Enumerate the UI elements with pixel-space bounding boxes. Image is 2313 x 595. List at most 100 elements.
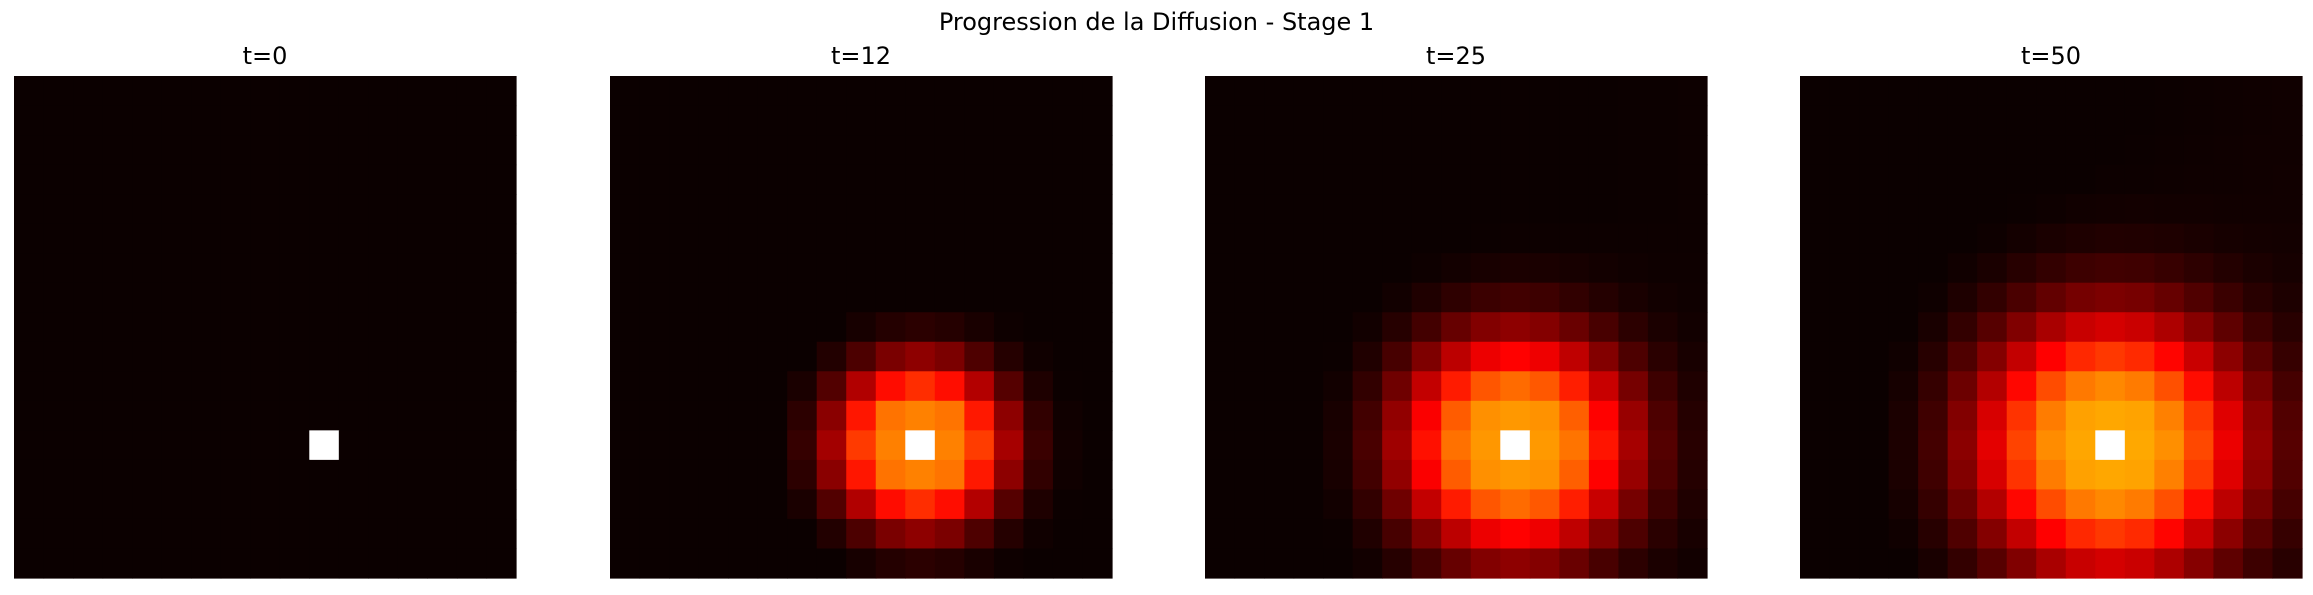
heatmap-cell bbox=[368, 459, 399, 491]
heatmap-cell bbox=[220, 135, 251, 166]
heatmap-cell bbox=[309, 76, 340, 107]
heatmap-cell bbox=[1588, 253, 1620, 284]
heatmap-cell bbox=[220, 400, 251, 431]
heatmap-cell bbox=[2183, 548, 2215, 579]
heatmap-cell bbox=[1082, 282, 1113, 313]
heatmap-cell bbox=[669, 430, 700, 461]
heatmap-cell bbox=[427, 341, 458, 372]
heatmap-cell bbox=[279, 371, 310, 402]
heatmap-cell bbox=[279, 459, 310, 491]
heatmap-cell bbox=[220, 253, 251, 284]
heatmap-cell bbox=[993, 459, 1025, 491]
heatmap-cell bbox=[397, 489, 429, 520]
heatmap-cell bbox=[43, 76, 74, 107]
heatmap-cell bbox=[2213, 105, 2244, 136]
heatmap-cell bbox=[2036, 430, 2067, 461]
heatmap-cell bbox=[1559, 518, 1590, 550]
heatmap-cell bbox=[1264, 223, 1295, 254]
heatmap-cell bbox=[1293, 282, 1324, 313]
heatmap-cell bbox=[993, 282, 1025, 313]
heatmap-cell bbox=[1829, 223, 1860, 254]
heatmap-cell bbox=[1052, 135, 1084, 166]
heatmap-cell bbox=[1205, 371, 1236, 402]
heatmap-cell bbox=[1829, 518, 1860, 550]
heatmap-cell bbox=[2272, 371, 2303, 402]
heatmap-cell bbox=[2124, 459, 2155, 491]
heatmap-cell bbox=[1264, 341, 1295, 372]
heatmap-cell bbox=[456, 194, 488, 225]
heatmap-cell bbox=[1918, 371, 1949, 402]
heatmap-cell bbox=[427, 194, 458, 225]
heatmap-cell bbox=[993, 430, 1025, 461]
heatmap-cell bbox=[102, 371, 133, 402]
heatmap-cell bbox=[816, 548, 847, 579]
heatmap-cell bbox=[397, 194, 429, 225]
heatmap-cell bbox=[397, 312, 429, 343]
heatmap-cell bbox=[191, 371, 222, 402]
heatmap-cell bbox=[1947, 459, 1978, 491]
heatmap-cell bbox=[2272, 164, 2303, 195]
heatmap-cell bbox=[1500, 135, 1531, 166]
heatmap-cell bbox=[368, 430, 399, 461]
heatmap-cell bbox=[1293, 371, 1324, 402]
heatmap-cell bbox=[1529, 76, 1560, 107]
heatmap-cell bbox=[1023, 341, 1054, 372]
heatmap-cell bbox=[1618, 135, 1649, 166]
heatmap-cell bbox=[1293, 223, 1324, 254]
heatmap-cell bbox=[338, 548, 369, 579]
heatmap-cell bbox=[2065, 194, 2096, 225]
heatmap-cell bbox=[2036, 164, 2067, 195]
heatmap-cell bbox=[2154, 430, 2185, 461]
heatmap-cell bbox=[1382, 518, 1413, 550]
heatmap-cell bbox=[2124, 223, 2155, 254]
heatmap-cell bbox=[1529, 341, 1560, 372]
heatmap-cell bbox=[1888, 400, 1919, 431]
heatmap-cell bbox=[1977, 282, 2008, 313]
heatmap-cell bbox=[2242, 253, 2274, 284]
heatmap-cell bbox=[427, 105, 458, 136]
heatmap-cell bbox=[397, 135, 429, 166]
heatmap-cell bbox=[309, 459, 340, 491]
heatmap-cell bbox=[846, 459, 877, 491]
heatmap-cell bbox=[2065, 459, 2096, 491]
heatmap-cell bbox=[1529, 105, 1560, 136]
heatmap-cell bbox=[1918, 194, 1949, 225]
heatmap-cell bbox=[456, 76, 488, 107]
heatmap-cell bbox=[1977, 341, 2008, 372]
heatmap-cell bbox=[757, 223, 788, 254]
heatmap-cell bbox=[1888, 135, 1919, 166]
heatmap-cell bbox=[2272, 518, 2303, 550]
heatmap-cell bbox=[368, 371, 399, 402]
heatmap-cell bbox=[757, 400, 788, 431]
heatmap-cell bbox=[1441, 223, 1472, 254]
heatmap-cell bbox=[1500, 105, 1531, 136]
heatmap-cell bbox=[905, 548, 936, 579]
heatmap-cell bbox=[2183, 105, 2215, 136]
heatmap-cell bbox=[964, 164, 995, 195]
heatmap-cell bbox=[1829, 371, 1860, 402]
heatmap-cell bbox=[1559, 430, 1590, 461]
heatmap-cell bbox=[905, 76, 936, 107]
heatmap-cell bbox=[698, 400, 729, 431]
heatmap-cell bbox=[1264, 105, 1295, 136]
heatmap-cell bbox=[2124, 76, 2155, 107]
heatmap-cell bbox=[2036, 400, 2067, 431]
heatmap-cell bbox=[993, 76, 1025, 107]
heatmap-cell bbox=[456, 518, 488, 550]
heatmap-cell bbox=[1234, 459, 1265, 491]
heatmap-cell bbox=[964, 489, 995, 520]
heatmap-cell bbox=[2183, 223, 2215, 254]
heatmap-cell bbox=[486, 76, 517, 107]
heatmap-cell bbox=[2213, 194, 2244, 225]
heatmap-cell bbox=[1441, 430, 1472, 461]
heatmap-cell bbox=[1800, 312, 1831, 343]
heatmap-cell bbox=[2036, 518, 2067, 550]
heatmap-cell bbox=[1205, 341, 1236, 372]
heatmap-cell bbox=[1559, 76, 1590, 107]
heatmap-cell bbox=[1618, 430, 1649, 461]
heatmap-cell bbox=[2006, 223, 2037, 254]
heatmap-cell bbox=[338, 164, 369, 195]
heatmap-cell bbox=[1647, 105, 1679, 136]
heatmap-cell bbox=[309, 105, 340, 136]
heatmap-cell bbox=[309, 489, 340, 520]
